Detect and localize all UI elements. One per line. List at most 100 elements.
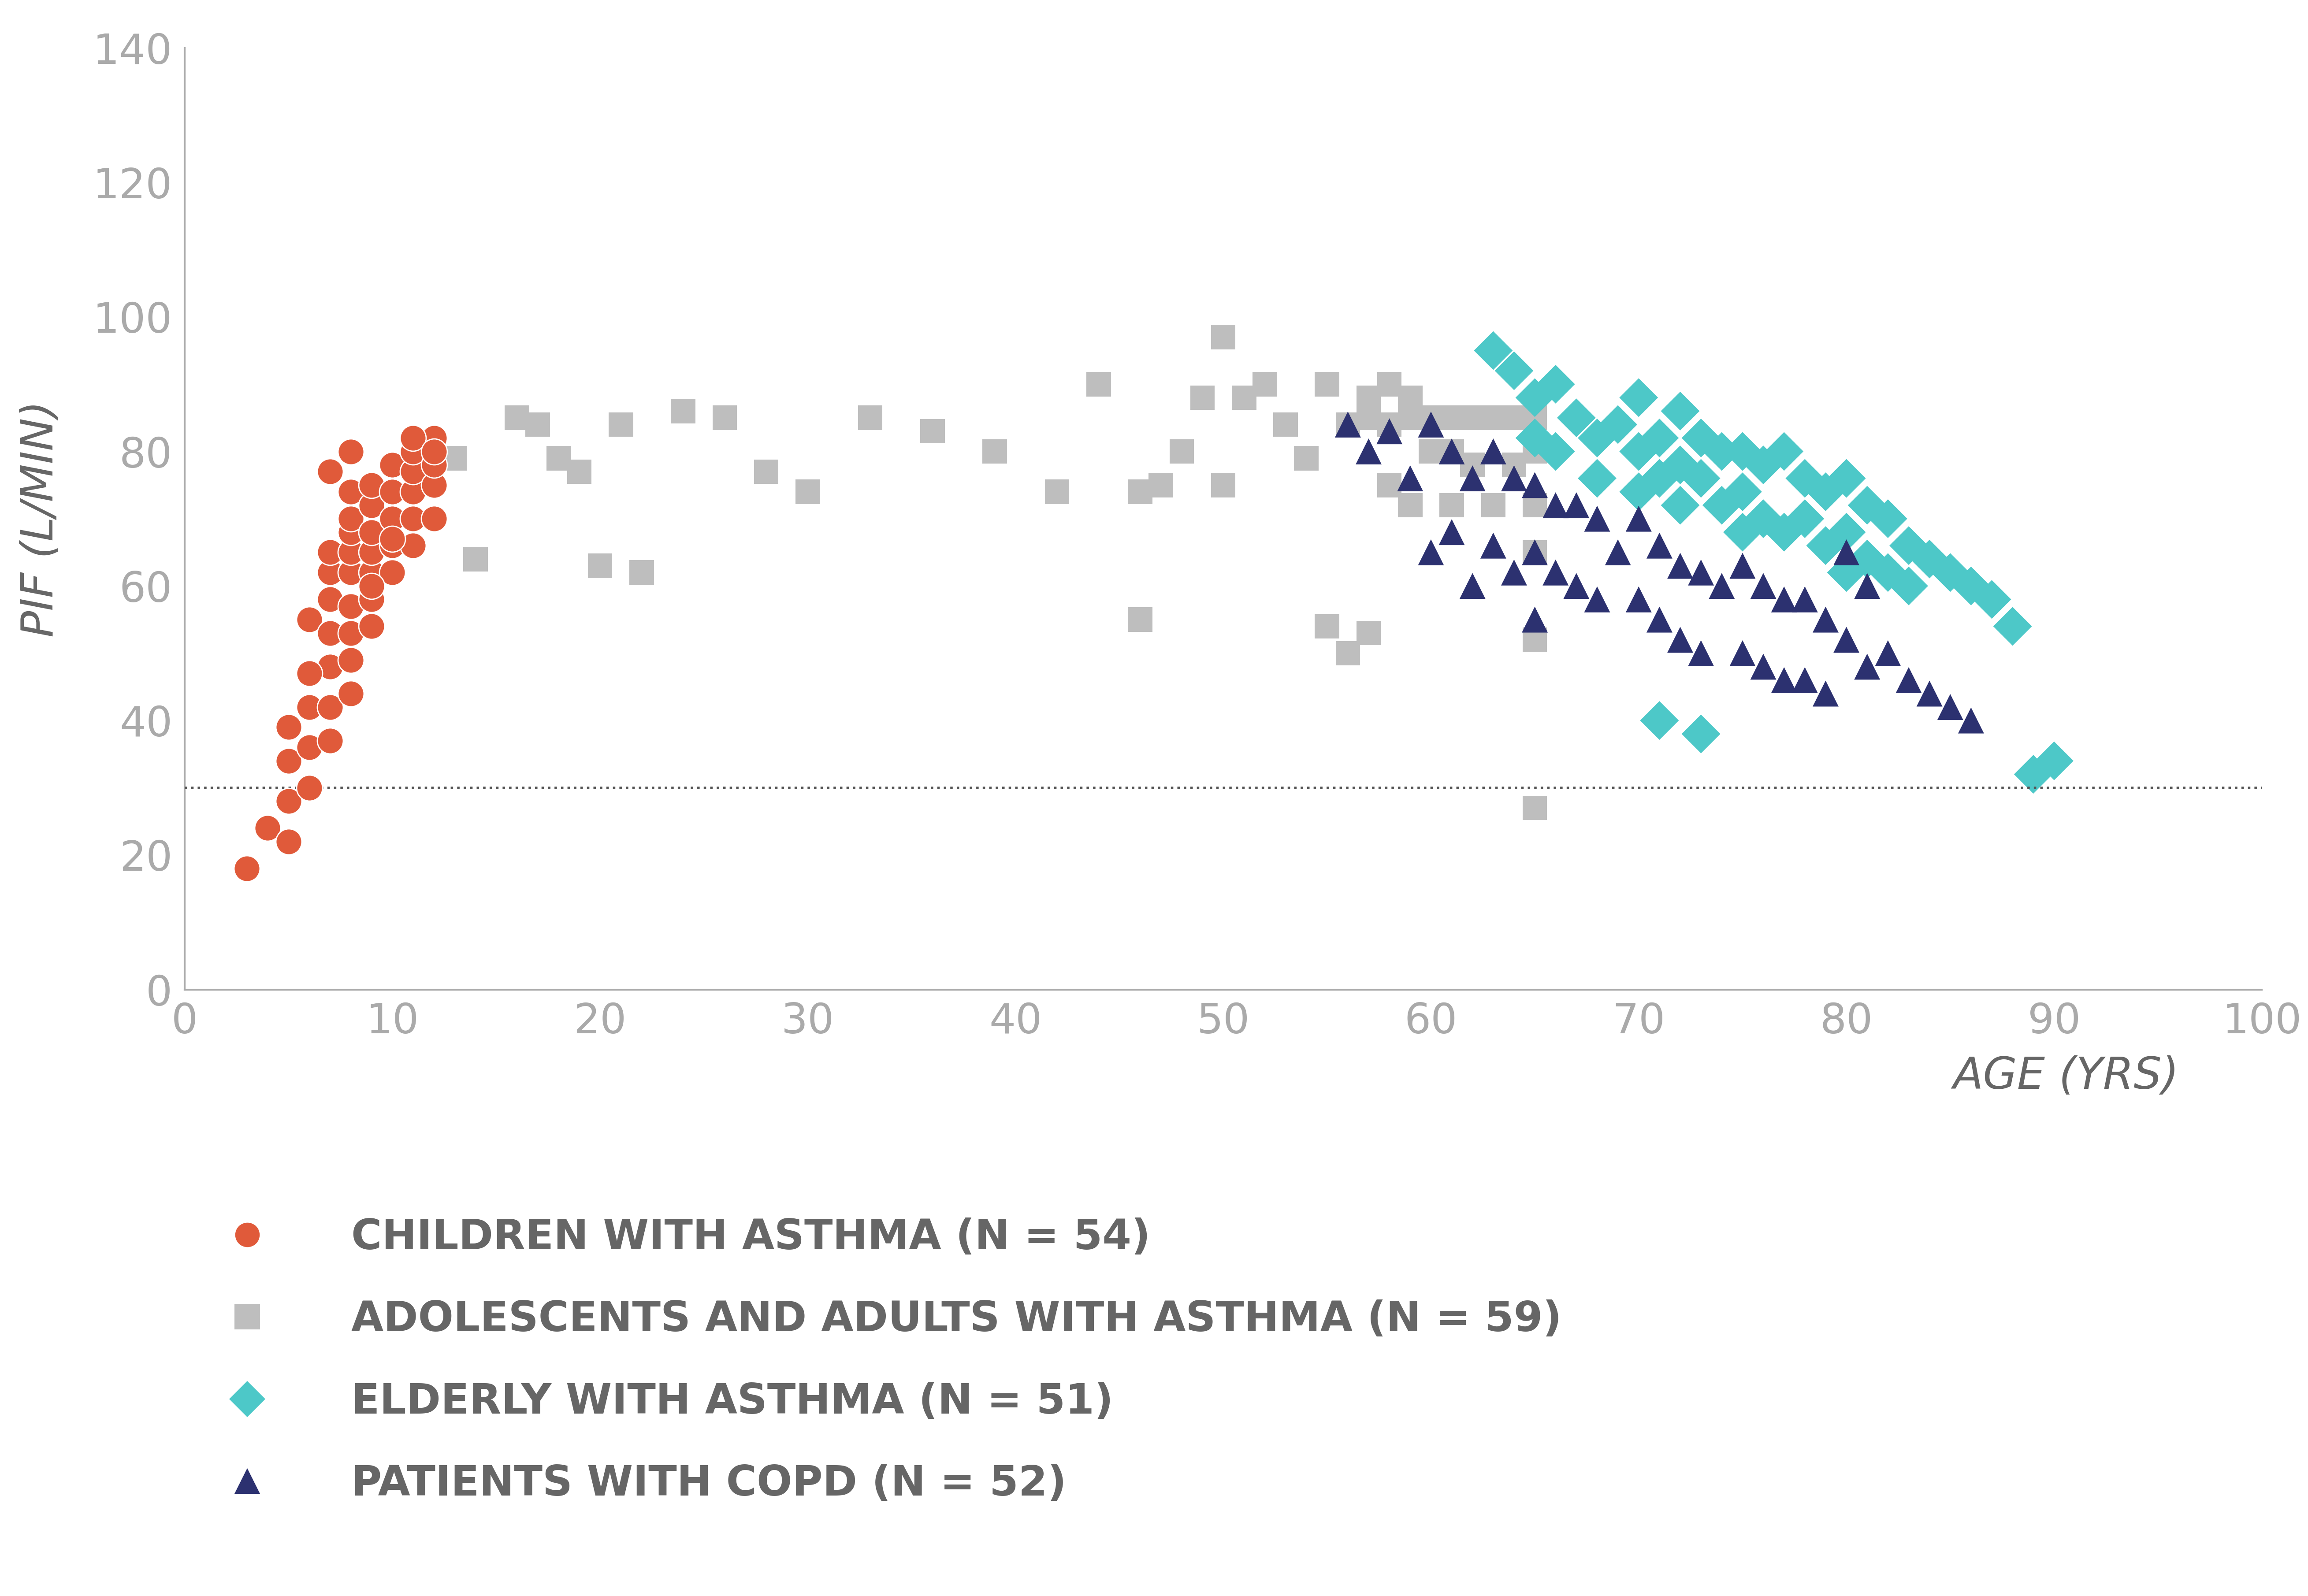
Point xyxy=(1973,587,2010,613)
Point xyxy=(353,519,390,544)
Point xyxy=(1683,466,1719,492)
Point xyxy=(332,439,369,464)
Point xyxy=(561,460,598,485)
Point xyxy=(1412,412,1449,437)
Point xyxy=(374,527,411,552)
Point xyxy=(1703,573,1740,598)
Point xyxy=(291,661,328,686)
Point xyxy=(353,539,390,565)
Point xyxy=(1371,412,1408,437)
Point xyxy=(1683,425,1719,450)
Point xyxy=(1869,640,1906,666)
Point xyxy=(1703,493,1740,519)
Point xyxy=(499,405,535,431)
Point xyxy=(852,405,889,431)
Point xyxy=(374,560,411,586)
Point xyxy=(1454,573,1491,598)
Point xyxy=(1122,479,1159,504)
Point xyxy=(1620,587,1657,613)
Point xyxy=(1807,479,1844,504)
Point xyxy=(582,552,619,578)
Point xyxy=(1786,466,1823,492)
Point xyxy=(1703,439,1740,464)
Point xyxy=(1537,493,1574,519)
Point xyxy=(1433,439,1470,464)
Point xyxy=(1516,439,1553,464)
Point xyxy=(1641,425,1678,450)
Point xyxy=(1662,399,1699,425)
Point xyxy=(312,539,349,565)
Point xyxy=(1267,412,1304,437)
Point xyxy=(415,472,452,498)
Point xyxy=(1828,627,1865,653)
Point xyxy=(1080,372,1117,397)
Point xyxy=(1911,681,1948,707)
Point xyxy=(332,560,369,586)
Point xyxy=(374,506,411,531)
Point xyxy=(1454,452,1491,477)
Point xyxy=(1475,533,1512,559)
Point xyxy=(1350,621,1387,646)
Point xyxy=(1579,506,1616,531)
Point xyxy=(270,788,307,814)
Point xyxy=(1475,493,1512,519)
Point xyxy=(312,460,349,485)
Point xyxy=(789,479,826,504)
Point xyxy=(1579,587,1616,613)
Point xyxy=(353,613,390,638)
Point xyxy=(270,828,307,854)
Point xyxy=(1433,493,1470,519)
Point xyxy=(1599,539,1636,565)
Point xyxy=(1350,385,1387,410)
Point xyxy=(1516,472,1553,498)
Point xyxy=(1516,539,1553,565)
Point xyxy=(415,506,452,531)
Point xyxy=(332,594,369,619)
Point xyxy=(1039,479,1076,504)
Point xyxy=(1641,466,1678,492)
Point xyxy=(1309,613,1346,638)
Point xyxy=(1724,439,1761,464)
Point xyxy=(1724,552,1761,578)
Point xyxy=(1807,606,1844,632)
Point xyxy=(1537,372,1574,397)
Point xyxy=(1620,479,1657,504)
Point xyxy=(1849,493,1886,519)
Point xyxy=(1724,640,1761,666)
Legend: CHILDREN WITH ASTHMA (N = 54), ADOLESCENTS AND ADULTS WITH ASTHMA (N = 59), ELDE: CHILDREN WITH ASTHMA (N = 54), ADOLESCEN… xyxy=(205,1218,1563,1505)
Point xyxy=(374,533,411,559)
Point xyxy=(312,587,349,613)
Point xyxy=(312,728,349,753)
Point xyxy=(1932,560,1969,586)
Point xyxy=(623,560,660,586)
Point xyxy=(1558,405,1595,431)
Point xyxy=(1745,506,1782,531)
Point xyxy=(1786,506,1823,531)
Point xyxy=(1371,418,1408,444)
Point xyxy=(1537,439,1574,464)
Point xyxy=(353,560,390,586)
Point xyxy=(353,472,390,498)
Point xyxy=(1288,445,1325,471)
Point xyxy=(1329,412,1366,437)
Point xyxy=(1828,466,1865,492)
Point xyxy=(1683,721,1719,747)
Point xyxy=(374,452,411,477)
Point xyxy=(1724,479,1761,504)
Point xyxy=(1599,412,1636,437)
Point xyxy=(1475,439,1512,464)
Point xyxy=(1392,493,1429,519)
Point xyxy=(602,412,639,437)
Point xyxy=(312,621,349,646)
Point xyxy=(748,460,785,485)
Point xyxy=(540,445,577,471)
Point xyxy=(1496,560,1533,586)
Point xyxy=(914,418,951,444)
Point xyxy=(1807,681,1844,707)
Point xyxy=(312,654,349,680)
Point xyxy=(1537,560,1574,586)
Point xyxy=(1412,405,1449,431)
Point xyxy=(976,439,1013,464)
Point xyxy=(1496,358,1533,383)
Point xyxy=(1433,519,1470,544)
